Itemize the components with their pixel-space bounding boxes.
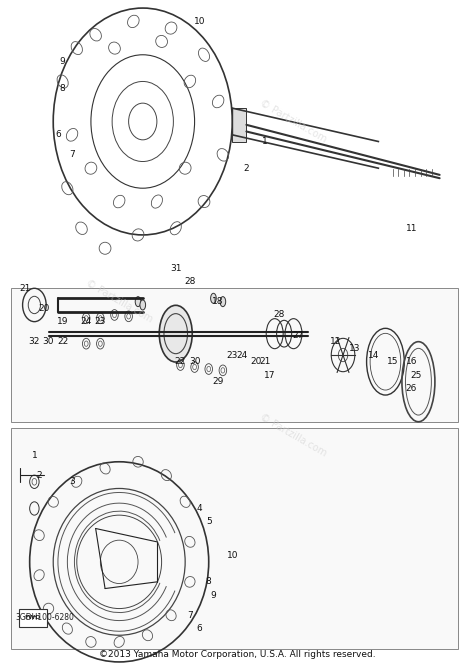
Text: 8: 8 xyxy=(206,578,211,586)
Text: 16: 16 xyxy=(406,357,417,366)
Text: 10: 10 xyxy=(227,551,238,559)
Ellipse shape xyxy=(135,297,141,307)
Text: 12: 12 xyxy=(330,337,342,346)
Ellipse shape xyxy=(140,300,146,310)
Text: 20: 20 xyxy=(38,304,49,313)
Text: 28: 28 xyxy=(184,277,196,286)
FancyBboxPatch shape xyxy=(11,288,458,421)
Text: 6: 6 xyxy=(55,131,61,139)
FancyBboxPatch shape xyxy=(232,108,246,141)
Ellipse shape xyxy=(220,297,226,307)
Text: 24: 24 xyxy=(81,317,92,326)
Text: 20: 20 xyxy=(250,357,262,366)
Text: 11: 11 xyxy=(406,224,417,232)
Text: © Partzilla.com: © Partzilla.com xyxy=(258,412,328,458)
Text: © Partzilla.com: © Partzilla.com xyxy=(258,98,328,145)
Text: 5: 5 xyxy=(206,517,211,527)
Text: 18: 18 xyxy=(212,297,224,306)
Text: 31: 31 xyxy=(170,264,182,273)
Text: 25: 25 xyxy=(410,371,422,379)
Text: FWD: FWD xyxy=(25,616,41,620)
Text: 1: 1 xyxy=(263,137,268,146)
Ellipse shape xyxy=(210,293,216,304)
Text: 9: 9 xyxy=(210,591,216,600)
Text: 2: 2 xyxy=(244,163,249,173)
Text: 21: 21 xyxy=(19,284,31,293)
Text: 21: 21 xyxy=(260,357,271,366)
Text: 8: 8 xyxy=(60,84,65,92)
Text: 3GDH100-6280: 3GDH100-6280 xyxy=(16,613,74,622)
Text: 27: 27 xyxy=(292,330,304,340)
Ellipse shape xyxy=(159,306,192,362)
FancyBboxPatch shape xyxy=(11,428,458,649)
Text: ©2013 Yamaha Motor Corporation, U.S.A. All rights reserved.: ©2013 Yamaha Motor Corporation, U.S.A. A… xyxy=(99,650,375,659)
Text: 2: 2 xyxy=(36,470,42,480)
Text: 15: 15 xyxy=(387,357,398,366)
Text: 10: 10 xyxy=(193,17,205,26)
Text: 17: 17 xyxy=(264,371,276,379)
Text: 7: 7 xyxy=(187,611,193,620)
Text: © Partzilla.com: © Partzilla.com xyxy=(84,279,155,325)
Text: 24: 24 xyxy=(236,350,247,360)
Text: 29: 29 xyxy=(212,377,224,386)
Text: 3: 3 xyxy=(69,477,75,486)
Text: 6: 6 xyxy=(196,624,202,633)
Text: 30: 30 xyxy=(189,357,201,366)
Text: 1: 1 xyxy=(31,451,37,460)
Text: 26: 26 xyxy=(406,384,417,393)
Text: 22: 22 xyxy=(175,357,186,366)
Text: 28: 28 xyxy=(273,310,285,320)
Text: 7: 7 xyxy=(69,150,75,159)
Text: 19: 19 xyxy=(57,317,68,326)
Text: 4: 4 xyxy=(197,504,202,513)
Text: 9: 9 xyxy=(60,57,65,66)
Text: 23: 23 xyxy=(227,350,238,360)
Text: 23: 23 xyxy=(95,317,106,326)
Text: 13: 13 xyxy=(349,344,361,353)
Text: 22: 22 xyxy=(57,337,68,346)
Text: 30: 30 xyxy=(43,337,54,346)
FancyBboxPatch shape xyxy=(19,609,47,626)
Text: 32: 32 xyxy=(29,337,40,346)
Text: 14: 14 xyxy=(368,350,379,360)
